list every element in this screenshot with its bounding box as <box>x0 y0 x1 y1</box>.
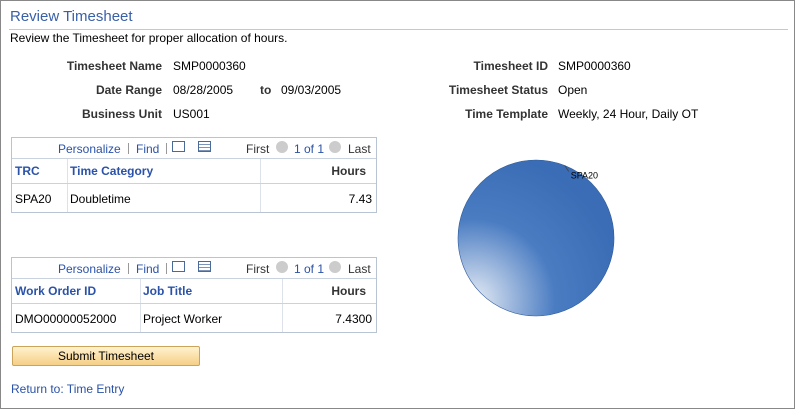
cell: DMO00000052000 <box>15 312 117 326</box>
pie-slice <box>457 159 615 317</box>
column-divider <box>67 159 68 183</box>
download-icon[interactable] <box>198 141 211 152</box>
separator <box>166 143 167 154</box>
column-header: Hours <box>331 284 366 298</box>
grid-row: DMO00000052000 Project Worker 7.4300 <box>12 304 376 332</box>
first-label: First <box>246 262 270 276</box>
cell: 7.4300 <box>335 312 372 326</box>
prev-button[interactable] <box>276 141 288 153</box>
separator <box>166 263 167 274</box>
slice-label: SPA20 <box>571 170 598 180</box>
first-label: First <box>246 142 270 156</box>
column-divider <box>260 159 261 183</box>
column-header: Time Category <box>70 164 154 178</box>
find-link[interactable]: Find <box>136 142 160 156</box>
leader-line <box>564 165 570 172</box>
column-divider <box>140 304 141 332</box>
grid-toolbar: Personalize Find First 1 of 1 Last <box>12 258 376 278</box>
row-count: 1 of 1 <box>294 262 325 276</box>
grid: Personalize Find First 1 of 1 Last TRC Time Ca… <box>11 137 377 213</box>
field-value: 08/28/2005 <box>173 83 234 97</box>
next-button[interactable] <box>329 261 341 273</box>
column-header: Job Title <box>143 284 193 298</box>
cell: Project Worker <box>143 312 223 326</box>
column-divider <box>260 184 261 212</box>
pie-chart: SPA20 <box>457 159 615 317</box>
field-value: Weekly, 24 Hour, Daily OT <box>558 107 699 121</box>
separator <box>128 263 129 274</box>
grid-header: TRC Time Category Hours <box>12 158 376 184</box>
column-header: Work Order ID <box>15 284 97 298</box>
next-button[interactable] <box>329 141 341 153</box>
field-value: Open <box>558 83 588 97</box>
field-label: to <box>260 83 272 97</box>
field-label: Timesheet Name <box>66 59 162 73</box>
column-header: TRC <box>15 164 40 178</box>
subtitle: Review the Timesheet for proper allocati… <box>10 31 288 45</box>
find-link[interactable]: Find <box>136 262 160 276</box>
personalize-link[interactable]: Personalize <box>58 262 121 276</box>
field-label: Timesheet ID <box>473 59 548 73</box>
cell: 7.43 <box>348 192 372 206</box>
column-header: Hours <box>331 164 366 178</box>
last-label: Last <box>348 142 371 156</box>
column-divider <box>282 279 283 303</box>
field-value: 09/03/2005 <box>281 83 342 97</box>
column-divider <box>140 279 141 303</box>
grid-row: SPA20 Doubletime 7.43 <box>12 184 376 212</box>
cell: SPA20 <box>15 192 52 206</box>
view-all-icon[interactable] <box>172 141 185 152</box>
cell: Doubletime <box>70 192 131 206</box>
column-divider <box>282 304 283 332</box>
separator <box>128 143 129 154</box>
title-rule <box>9 29 788 30</box>
page-title: Review Timesheet <box>10 8 133 25</box>
last-label: Last <box>348 262 371 276</box>
field-value: US001 <box>173 107 210 121</box>
view-all-icon[interactable] <box>172 261 185 272</box>
field-label: Time Template <box>465 107 548 121</box>
field-label: Timesheet Status <box>448 83 548 97</box>
submit-button[interactable]: Submit Timesheet <box>12 346 200 366</box>
download-icon[interactable] <box>198 261 211 272</box>
field-label: Date Range <box>95 83 162 97</box>
prev-button[interactable] <box>276 261 288 273</box>
return-link[interactable]: Return to: Time Entry <box>11 382 125 396</box>
column-divider <box>67 184 68 212</box>
grid: Personalize Find First 1 of 1 Last Work Order… <box>11 257 377 333</box>
row-count: 1 of 1 <box>294 142 325 156</box>
grid-toolbar: Personalize Find First 1 of 1 Last <box>12 138 376 158</box>
grid-header: Work Order ID Job Title Hours <box>12 278 376 304</box>
personalize-link[interactable]: Personalize <box>58 142 121 156</box>
field-value: SMP0000360 <box>173 59 246 73</box>
field-value: SMP0000360 <box>558 59 631 73</box>
field-label: Business Unit <box>81 107 162 121</box>
